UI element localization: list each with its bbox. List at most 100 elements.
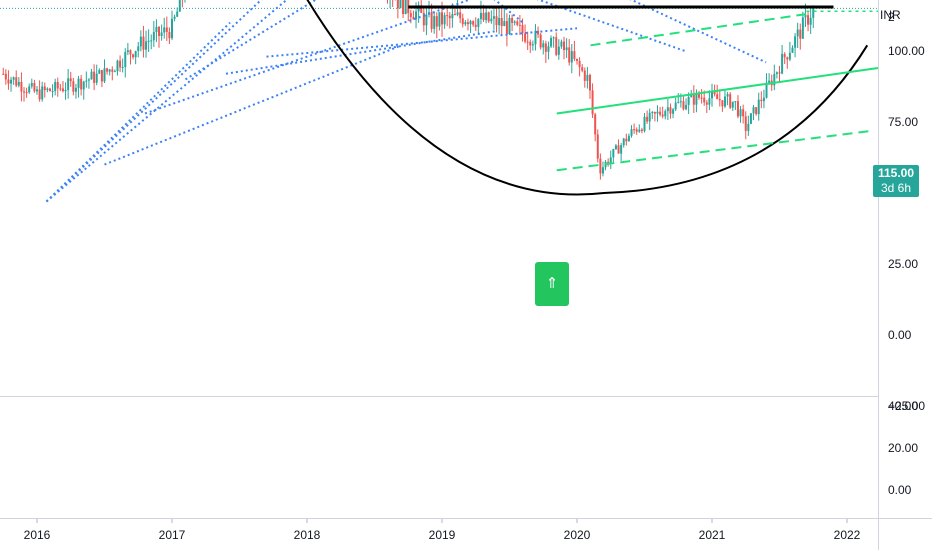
candle-body	[708, 98, 711, 105]
candle-body	[56, 81, 59, 89]
drawings	[45, 0, 879, 203]
candle-body	[576, 58, 578, 61]
candle-body	[537, 30, 540, 35]
candle-body	[137, 46, 140, 52]
candle-body	[563, 41, 566, 51]
candle-body	[12, 77, 15, 80]
candle-body	[544, 43, 547, 52]
candle-body	[4, 73, 7, 80]
y-tick-label: 25.00	[888, 257, 918, 271]
candle-body	[690, 94, 693, 98]
candle-body	[409, 13, 412, 18]
candle-body	[459, 12, 462, 19]
candle-body	[171, 18, 173, 39]
candle-body	[716, 94, 719, 100]
candle-body	[441, 12, 443, 25]
candle-body	[739, 109, 742, 117]
candle-body	[705, 102, 708, 105]
candle-body	[425, 14, 428, 26]
candle-body	[547, 46, 550, 52]
candle-body	[788, 52, 791, 60]
candle-body	[448, 15, 451, 19]
candle-body	[147, 40, 150, 42]
candle-body	[578, 60, 581, 68]
candle-body	[126, 50, 129, 53]
candle-body	[505, 21, 508, 35]
candle-body	[594, 114, 597, 135]
candle-body	[601, 167, 604, 174]
candle-body	[25, 91, 28, 93]
candle-body	[596, 134, 599, 159]
x-tick-label: 2016	[24, 528, 51, 542]
candle-body	[568, 47, 571, 63]
candle-body	[744, 116, 747, 131]
candle-body	[783, 53, 786, 58]
candle-body	[116, 60, 119, 72]
candle-body	[672, 109, 675, 114]
candle-body	[438, 12, 441, 27]
candle-body	[625, 138, 628, 142]
candle-body	[581, 67, 584, 71]
candle-body	[755, 107, 758, 115]
currency-label[interactable]: INR	[880, 8, 901, 22]
candle-body	[700, 97, 703, 99]
blue-descending-line	[629, 0, 767, 64]
candle-body	[807, 15, 810, 25]
candle-body	[165, 27, 168, 32]
candle-body	[503, 21, 506, 27]
y-tick-label-partial: 2	[888, 10, 895, 24]
y-tick-label: 0.00	[888, 328, 912, 342]
candle-body	[160, 32, 163, 36]
candle-body	[469, 21, 472, 25]
candle-body	[492, 16, 495, 19]
candle-body	[41, 86, 44, 100]
candle-body	[721, 100, 724, 107]
candle-body	[799, 29, 802, 39]
candle-body	[176, 11, 179, 17]
x-tick-label: 2018	[294, 528, 321, 542]
candle-body	[643, 116, 646, 131]
cup-curve	[306, 0, 869, 196]
candle-body	[150, 40, 153, 42]
y-tick-label: 100.00	[888, 44, 925, 58]
candle-body	[487, 12, 490, 22]
candle-body	[396, 0, 399, 9]
candle-body	[48, 88, 51, 92]
candle-body	[54, 81, 57, 92]
candle-body	[93, 71, 96, 83]
x-tick-label: 2020	[564, 528, 591, 542]
candle-body	[513, 21, 516, 23]
candle-body	[742, 109, 745, 117]
candle-body	[82, 81, 85, 90]
candle-body	[124, 52, 127, 67]
candle-body	[768, 80, 771, 83]
candle-body	[539, 34, 542, 48]
candle-body	[85, 80, 88, 82]
candle-body	[617, 145, 620, 154]
candle-body	[736, 101, 739, 117]
candle-body	[612, 149, 615, 158]
candle-body	[674, 102, 677, 110]
candle-body	[609, 157, 612, 164]
candle-body	[685, 104, 688, 110]
candle-body	[98, 70, 101, 74]
candle-body	[555, 37, 558, 55]
candle-body	[67, 78, 70, 90]
candle-body	[622, 138, 625, 146]
candle-body	[490, 18, 493, 22]
candle-body	[695, 93, 698, 105]
candle-body	[599, 158, 602, 174]
candle-body	[430, 12, 433, 29]
candle-body	[729, 94, 732, 108]
candle-body	[119, 60, 122, 68]
candle-body	[152, 32, 155, 41]
candle-body	[402, 0, 405, 15]
candle-body	[633, 129, 636, 131]
candle-body	[687, 97, 690, 105]
last-price-label: 115.00	[877, 166, 915, 180]
candle-body	[511, 17, 514, 23]
candle-body	[106, 68, 109, 72]
buy-signal-icon[interactable]: ⇑	[535, 262, 569, 306]
